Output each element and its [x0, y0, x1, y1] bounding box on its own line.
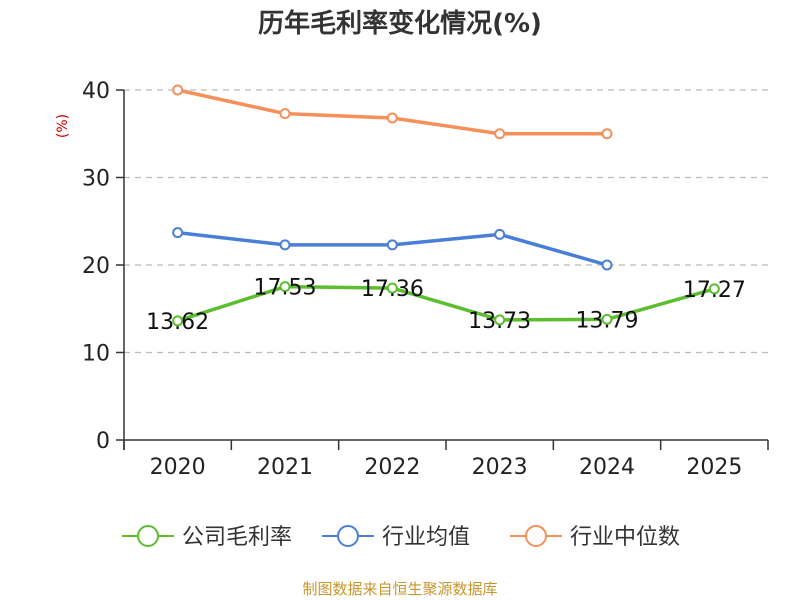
data-point — [494, 314, 506, 326]
x-tick-label: 2020 — [150, 455, 206, 480]
y-tick-label: 10 — [82, 342, 110, 367]
legend-label: 行业中位数 — [570, 525, 680, 550]
data-point — [279, 239, 291, 251]
legend-item[interactable]: 行业中位数 — [510, 525, 680, 550]
x-tick-label: 2022 — [364, 455, 420, 480]
legend-item[interactable]: 行业均值 — [322, 525, 470, 550]
data-point — [279, 281, 291, 293]
x-tick-label: 2024 — [579, 455, 635, 480]
data-point — [172, 227, 184, 239]
legend-marker-icon — [137, 525, 159, 547]
y-axis-label: (%) — [55, 114, 71, 138]
data-point — [494, 228, 506, 240]
legend-label: 行业均值 — [382, 525, 470, 550]
series-line — [175, 88, 609, 136]
data-point — [708, 283, 720, 295]
chart-title: 历年毛利率变化情况(%) — [258, 8, 542, 39]
series-line — [175, 284, 717, 323]
y-tick-label: 0 — [96, 429, 110, 454]
data-label: 17.27 — [683, 278, 746, 303]
data-labels: 13.62 17.53 17.36 13.73 13.79 17.27 — [146, 276, 746, 335]
data-point — [494, 128, 506, 140]
legend-marker-icon — [337, 525, 359, 547]
legend-marker-icon — [525, 525, 547, 547]
data-point — [601, 128, 613, 140]
data-point — [172, 84, 184, 96]
data-point — [601, 259, 613, 271]
data-label: 13.62 — [146, 310, 209, 335]
y-tick-label: 30 — [82, 167, 110, 192]
legend[interactable]: 公司毛利率 行业均值 行业中位数 — [122, 525, 680, 550]
data-label: 13.79 — [576, 308, 639, 333]
data-point — [279, 108, 291, 120]
axes: 0 10 20 30 40 2020 2021 2022 2023 2024 2025 — [82, 79, 769, 480]
data-point — [386, 239, 398, 251]
gridlines — [124, 89, 768, 354]
data-point — [601, 313, 613, 325]
legend-label: 公司毛利率 — [182, 525, 292, 550]
x-tick-label: 2023 — [472, 455, 528, 480]
legend-item[interactable]: 公司毛利率 — [122, 525, 292, 550]
data-point — [386, 112, 398, 124]
x-tick-label: 2021 — [257, 455, 313, 480]
series-group — [172, 84, 720, 327]
data-label: 13.73 — [468, 309, 531, 334]
data-point — [172, 315, 184, 327]
data-label: 17.36 — [361, 277, 424, 302]
source-note: 制图数据来自恒生聚源数据库 — [302, 580, 497, 598]
y-tick-label: 40 — [82, 79, 110, 104]
data-label: 17.53 — [254, 276, 317, 301]
y-tick-label: 20 — [82, 254, 110, 279]
data-point — [386, 282, 398, 294]
x-tick-label: 2025 — [686, 455, 742, 480]
